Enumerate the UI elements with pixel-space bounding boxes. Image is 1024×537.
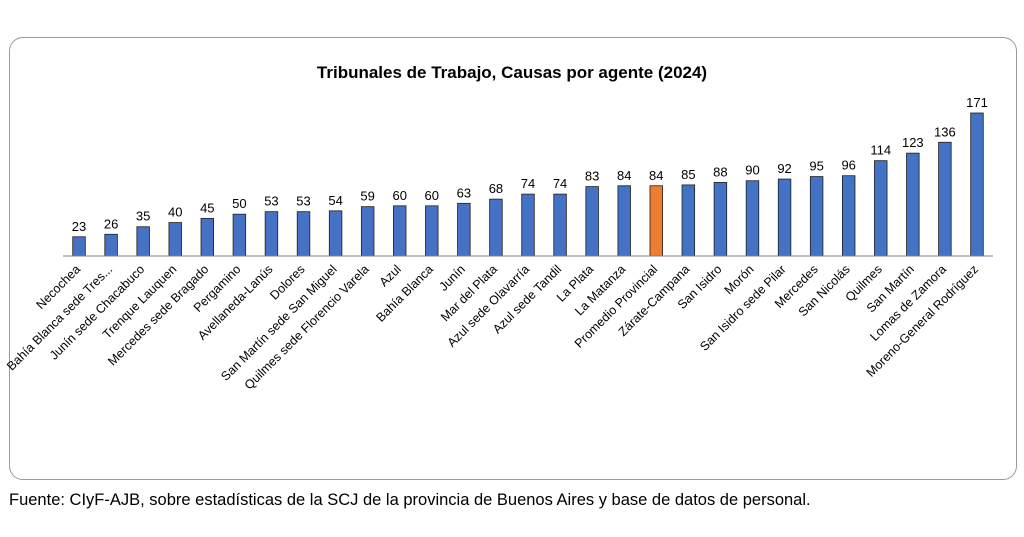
- value-label-bahia-blanca: 60: [425, 188, 439, 203]
- bar-bahia-blanca: [425, 205, 439, 257]
- bar-san-martin: [906, 152, 920, 257]
- value-label-azul: 60: [392, 188, 406, 203]
- bar-azul: [393, 205, 407, 257]
- bar-moron: [745, 180, 760, 257]
- bar-mar-del-plata: [489, 198, 503, 257]
- value-label-dolores: 53: [296, 194, 310, 209]
- bars-group: [72, 112, 984, 257]
- value-label-azul-sede-tandil: 74: [553, 176, 567, 191]
- bar-zarate-campana: [681, 184, 696, 257]
- value-label-moron: 90: [745, 163, 759, 178]
- bar-azul-sede-olavarria: [521, 193, 535, 257]
- bar-la-plata: [585, 186, 599, 257]
- value-label-azul-sede-olavarria: 74: [521, 176, 535, 191]
- value-label-moreno-general-rodriguez: 171: [966, 95, 988, 110]
- bar-bahia-blanca-sede-tres: [104, 233, 118, 257]
- source-note: Fuente: CIyF-AJB, sobre estadísticas de …: [9, 491, 811, 509]
- value-label-promedio-provincial: 84: [649, 168, 663, 183]
- bar-pergamino: [232, 213, 247, 257]
- chart-frame: [9, 37, 1017, 480]
- value-label-junin: 63: [457, 185, 471, 200]
- value-label-bahia-blanca-sede-tres: 26: [104, 216, 118, 231]
- bar-lomas-de-zamora: [938, 141, 952, 257]
- bar-quilmes-sede-florencio-varela: [360, 206, 375, 257]
- value-label-san-martin-sede-san-miguel: 54: [328, 193, 342, 208]
- value-label-mar-del-plata: 68: [489, 181, 503, 196]
- value-label-trenque-lauquen: 40: [168, 205, 182, 220]
- value-label-mercedes-sede-bragado: 45: [200, 200, 214, 215]
- bar-promedio-provincial: [649, 185, 663, 257]
- value-label-lomas-de-zamora: 136: [934, 124, 956, 139]
- bar-san-isidro: [713, 182, 728, 257]
- chart-title: Tribunales de Trabajo, Causas por agente…: [317, 63, 707, 82]
- value-label-pergamino: 50: [232, 196, 246, 211]
- bar-san-isidro-sede-pilar: [777, 178, 792, 257]
- bar-san-martin-sede-san-miguel: [328, 210, 343, 257]
- value-labels-group: 23 26 35 40 45 50 53 53 54 59 60 60 63 68 74 74 83 84 84 85…: [72, 95, 988, 234]
- value-label-la-matanza: 84: [617, 168, 631, 183]
- bar-quilmes: [874, 160, 888, 257]
- value-label-junin-sede-chacabuco: 35: [136, 209, 150, 224]
- bar-necochea: [72, 236, 86, 257]
- category-label-bahia-blanca: Bahía Blanca: [373, 262, 436, 325]
- value-label-san-martin: 123: [902, 135, 924, 150]
- bar-moreno-general-rodriguez: [970, 112, 984, 257]
- value-label-avellaneda-lanus: 53: [264, 194, 278, 209]
- bar-junin: [457, 202, 471, 257]
- value-label-mercedes: 95: [809, 159, 823, 174]
- value-label-quilmes-sede-florencio-varela: 59: [360, 189, 374, 204]
- bar-mercedes-sede-bragado: [200, 217, 215, 257]
- category-label-azul: Azul: [377, 262, 404, 289]
- bar-chart: Tribunales de Trabajo, Causas por agente…: [4, 63, 993, 392]
- bar-dolores: [296, 211, 311, 257]
- value-label-zarate-campana: 85: [681, 167, 695, 182]
- value-label-san-isidro-sede-pilar: 92: [777, 161, 791, 176]
- value-label-la-plata: 83: [585, 169, 599, 184]
- value-label-san-isidro: 88: [713, 164, 727, 179]
- value-label-quilmes: 114: [870, 143, 891, 158]
- bar-azul-sede-tandil: [553, 193, 567, 257]
- bar-mercedes: [809, 176, 824, 257]
- bar-san-nicolas: [841, 175, 856, 257]
- bar-avellaneda-lanus: [264, 211, 279, 257]
- bar-la-matanza: [617, 185, 631, 257]
- bar-junin-sede-chacabuco: [136, 226, 150, 257]
- bar-trenque-lauquen: [168, 222, 182, 257]
- value-label-san-nicolas: 96: [841, 158, 855, 173]
- value-label-necochea: 23: [72, 219, 86, 234]
